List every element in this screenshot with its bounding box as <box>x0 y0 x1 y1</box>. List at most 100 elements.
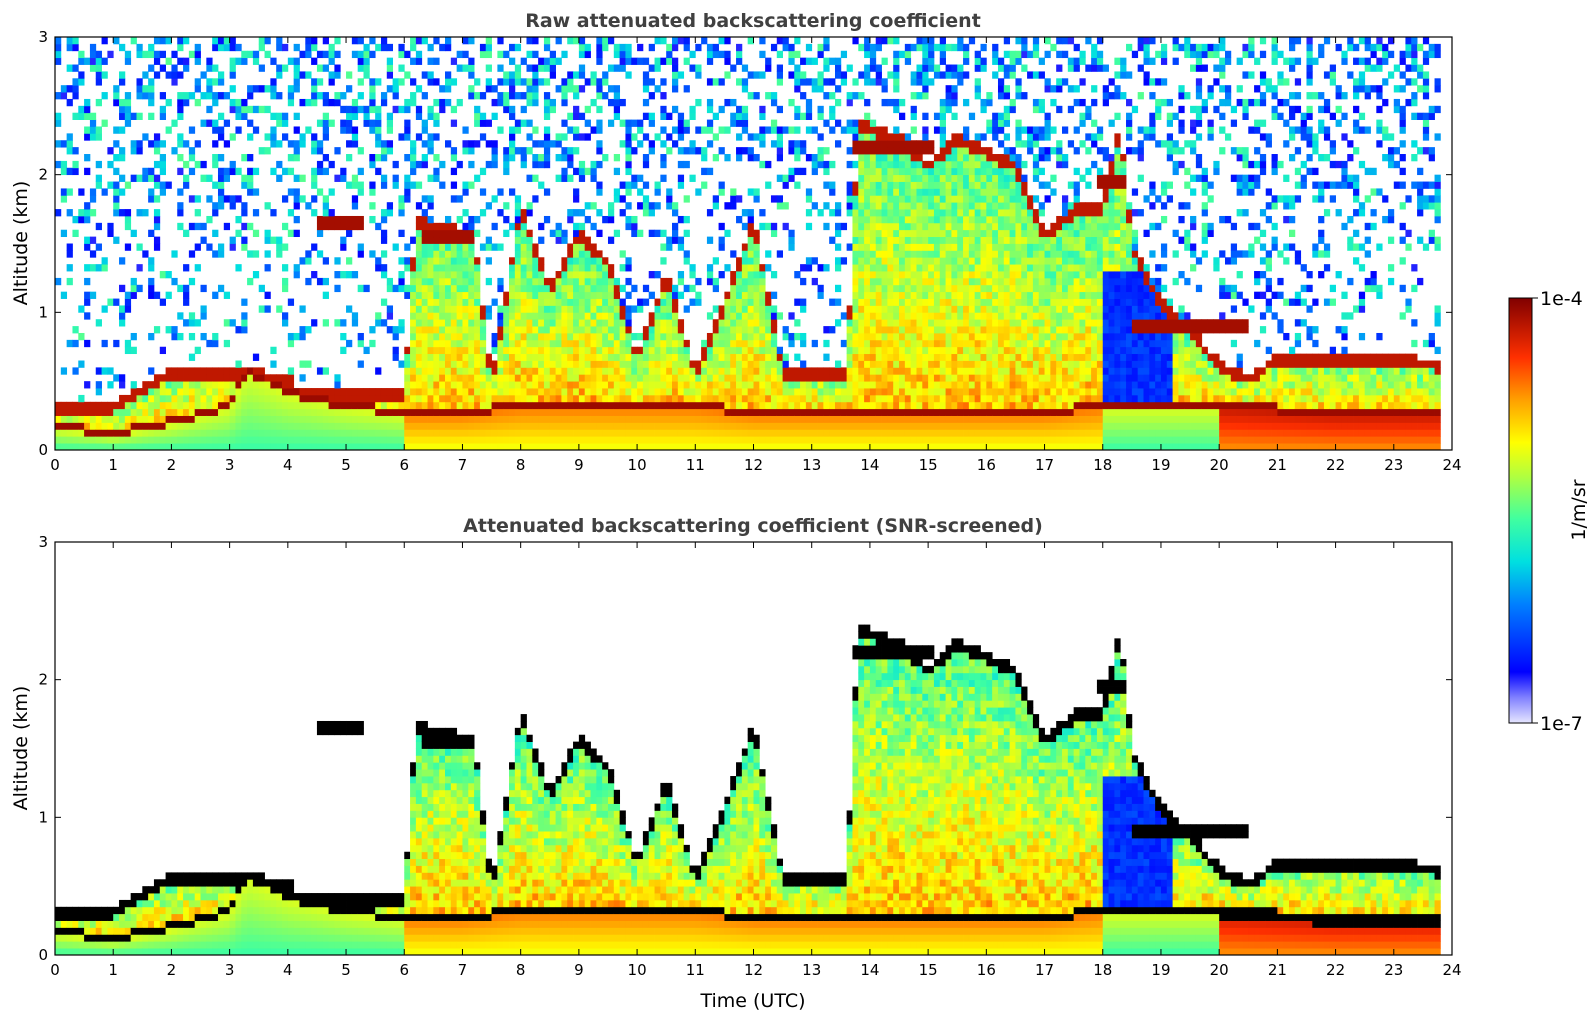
heatmap-cell <box>89 64 97 72</box>
heatmap-cell <box>869 147 877 155</box>
heatmap-cell <box>514 236 522 244</box>
heatmap-cell <box>689 50 696 59</box>
heatmap-cell <box>933 243 941 251</box>
heatmap-cell <box>241 112 248 120</box>
heatmap-cell <box>456 360 463 368</box>
heatmap-cell <box>188 388 196 396</box>
heatmap-cell <box>398 436 405 444</box>
heatmap-cell <box>72 422 79 430</box>
heatmap-cell <box>864 312 871 320</box>
heatmap-cell <box>485 43 492 52</box>
heatmap-cell <box>258 305 265 313</box>
heatmap-cell <box>741 394 749 403</box>
heatmap-cell <box>666 360 673 368</box>
heatmap-cell <box>148 277 155 286</box>
heatmap-cell <box>316 147 324 155</box>
heatmap-cell <box>642 78 650 86</box>
heatmap-cell <box>520 346 527 355</box>
heatmap-cell <box>805 98 813 107</box>
heatmap-cell <box>252 394 260 403</box>
heatmap-cell <box>78 50 85 59</box>
heatmap-cell <box>410 422 417 430</box>
heatmap-cell <box>78 415 85 423</box>
heatmap-cell <box>299 71 306 79</box>
heatmap-cell <box>607 209 615 217</box>
heatmap-cell <box>724 319 731 327</box>
heatmap-cell <box>398 394 405 403</box>
heatmap-cell <box>136 43 143 52</box>
heatmap-cell <box>410 57 417 65</box>
heatmap-cell <box>584 43 591 52</box>
heatmap-cell <box>479 367 487 375</box>
heatmap-cell <box>718 415 725 423</box>
heatmap-cell <box>89 401 97 410</box>
heatmap-cell <box>532 64 539 72</box>
heatmap-cell <box>241 394 248 403</box>
heatmap-cell <box>922 71 929 79</box>
heatmap-cell <box>252 250 260 258</box>
heatmap-cell <box>887 312 894 320</box>
heatmap-cell <box>153 71 161 79</box>
heatmap-cell <box>433 284 440 293</box>
heatmap-cell <box>578 71 586 79</box>
heatmap-cell <box>503 202 510 210</box>
heatmap-cell <box>881 401 888 410</box>
heatmap-cell <box>578 284 586 293</box>
heatmap-cell <box>351 422 359 430</box>
heatmap-cell <box>776 126 783 134</box>
heatmap-cell <box>532 415 539 423</box>
heatmap-cell <box>380 250 388 258</box>
heatmap-cell <box>55 140 62 148</box>
heatmap-cell <box>107 298 114 306</box>
heatmap-cell <box>875 160 882 169</box>
heatmap-cell <box>805 408 813 416</box>
heatmap-cell <box>282 374 289 382</box>
heatmap-cell <box>415 236 423 244</box>
heatmap-cell <box>113 181 120 189</box>
heatmap-cell <box>736 264 743 272</box>
heatmap-cell <box>776 381 783 389</box>
heatmap-cell <box>188 250 196 258</box>
heatmap-cell <box>922 174 929 182</box>
heatmap-cell <box>584 264 591 272</box>
heatmap-cell <box>916 202 923 210</box>
heatmap-cell <box>724 98 731 107</box>
heatmap-cell <box>415 415 423 423</box>
heatmap-cell <box>142 92 149 100</box>
heatmap-cell <box>153 381 161 389</box>
heatmap-cell <box>712 195 719 203</box>
heatmap-cell <box>276 236 283 244</box>
heatmap-cell <box>532 98 539 107</box>
heatmap-cell <box>433 401 440 410</box>
heatmap-cell <box>293 264 300 272</box>
heatmap-cell <box>561 394 568 403</box>
heatmap-cell <box>677 374 685 382</box>
heatmap-cell <box>724 71 731 79</box>
heatmap-cell <box>153 422 161 430</box>
heatmap-cell <box>584 312 591 320</box>
heatmap-cell <box>736 429 743 437</box>
heatmap-cell <box>869 284 877 293</box>
heatmap-cell <box>916 64 923 72</box>
heatmap-cell <box>805 188 813 196</box>
heatmap-cell <box>136 147 143 155</box>
heatmap-cell <box>840 401 848 410</box>
heatmap-cell <box>346 415 353 423</box>
heatmap-cell <box>736 154 743 162</box>
heatmap-cell <box>677 381 685 389</box>
heatmap-cell <box>817 105 824 114</box>
heatmap-cell <box>363 443 370 450</box>
heatmap-cell <box>241 319 248 327</box>
heatmap-cell <box>183 64 190 72</box>
heatmap-cell <box>462 277 469 286</box>
heatmap-cell <box>741 388 749 396</box>
heatmap-cell <box>235 443 242 450</box>
heatmap-cell <box>433 415 440 423</box>
heatmap-cell <box>573 360 580 368</box>
heatmap-cell <box>380 98 388 107</box>
heatmap-cell <box>747 429 754 437</box>
heatmap-cell <box>619 388 626 396</box>
heatmap-cell <box>474 346 481 355</box>
heatmap-cell <box>427 57 434 65</box>
heatmap-cell <box>351 98 359 107</box>
